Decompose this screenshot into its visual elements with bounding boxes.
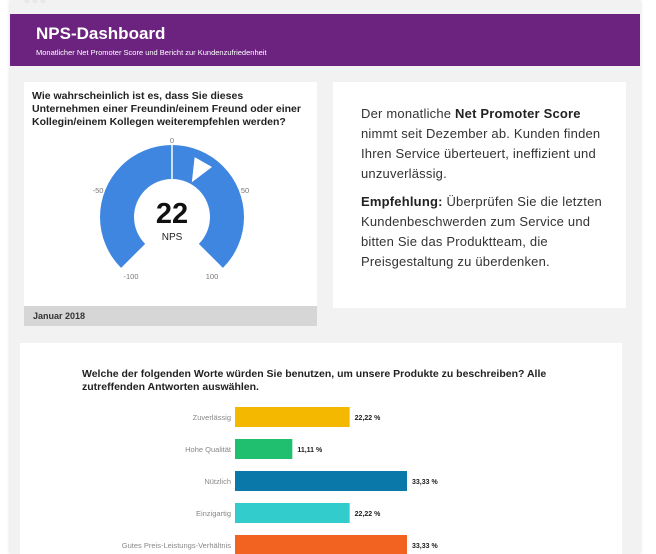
gauge-label-minus100: -100 bbox=[123, 272, 138, 281]
summary-text-1: Der monatliche bbox=[361, 106, 456, 121]
gauge-label-zero: 0 bbox=[170, 136, 174, 145]
gauge-needle-icon bbox=[191, 157, 213, 183]
bar bbox=[235, 503, 350, 523]
bar bbox=[235, 471, 407, 491]
bar-value-label: 22,22 % bbox=[355, 415, 381, 422]
bar-value-label: 11,11 % bbox=[297, 447, 323, 454]
gauge-label-minus50: -50 bbox=[93, 186, 104, 195]
bar bbox=[235, 535, 407, 554]
words-chart-card: Welche der folgenden Worte würden Sie be… bbox=[20, 343, 622, 554]
bar-category-label: Gutes Preis-Leistungs-Verhältnis bbox=[122, 541, 231, 550]
nps-footer-date: Januar 2018 bbox=[24, 306, 317, 326]
bar-value-label: 22,22 % bbox=[355, 511, 381, 518]
nps-score-label: NPS bbox=[162, 232, 183, 243]
bar-value-label: 33,33 % bbox=[412, 479, 438, 486]
bar-value-label: 33,33 % bbox=[412, 543, 438, 550]
gauge-label-50: 50 bbox=[241, 186, 249, 195]
bar-category-label: Einzigartig bbox=[196, 509, 231, 518]
bar-category-label: Hohe Qualität bbox=[185, 445, 232, 454]
recommendation-label: Empfehlung: bbox=[361, 194, 443, 209]
gauge-arc bbox=[99, 145, 244, 268]
dashboard-header: NPS-Dashboard Monatlicher Net Promoter S… bbox=[10, 14, 640, 66]
summary-bold-nps: Net Promoter Score bbox=[455, 106, 581, 121]
summary-text-2: nimmt seit Dezember ab. Kunden finden Ih… bbox=[361, 126, 601, 181]
page-subtitle: Monatlicher Net Promoter Score und Beric… bbox=[36, 48, 267, 57]
recommendation-paragraph: Empfehlung: Überprüfen Sie die letzten K… bbox=[361, 192, 616, 272]
recommendation-text: Überprüfen Sie die letzten Kundenbeschwe… bbox=[361, 194, 602, 269]
words-question: Welche der folgenden Worte würden Sie be… bbox=[82, 368, 547, 393]
summary-paragraph: Der monatliche Net Promoter Score nimmt … bbox=[361, 104, 616, 184]
nps-gauge: 22 NPS -100 -50 0 50 100 bbox=[93, 136, 250, 281]
bar-category-label: Zuverlässig bbox=[193, 413, 231, 422]
words-bar-chart: Zuverlässig 22,22 % Hohe Qualität 11,11 % Nü… bbox=[122, 407, 438, 554]
bar bbox=[235, 407, 350, 427]
nps-question: Wie wahrscheinlich ist es, dass Sie dies… bbox=[32, 90, 301, 128]
bar-category-label: Nützlich bbox=[204, 477, 231, 486]
nps-score: 22 bbox=[156, 198, 188, 230]
summary-card: Der monatliche Net Promoter Score nimmt … bbox=[333, 82, 626, 308]
top-dots-icon bbox=[24, 0, 46, 4]
nps-card: Wie wahrscheinlich ist es, dass Sie dies… bbox=[24, 82, 317, 326]
gauge-label-100: 100 bbox=[206, 272, 219, 281]
page-title: NPS-Dashboard bbox=[36, 24, 166, 43]
bar bbox=[235, 439, 293, 459]
